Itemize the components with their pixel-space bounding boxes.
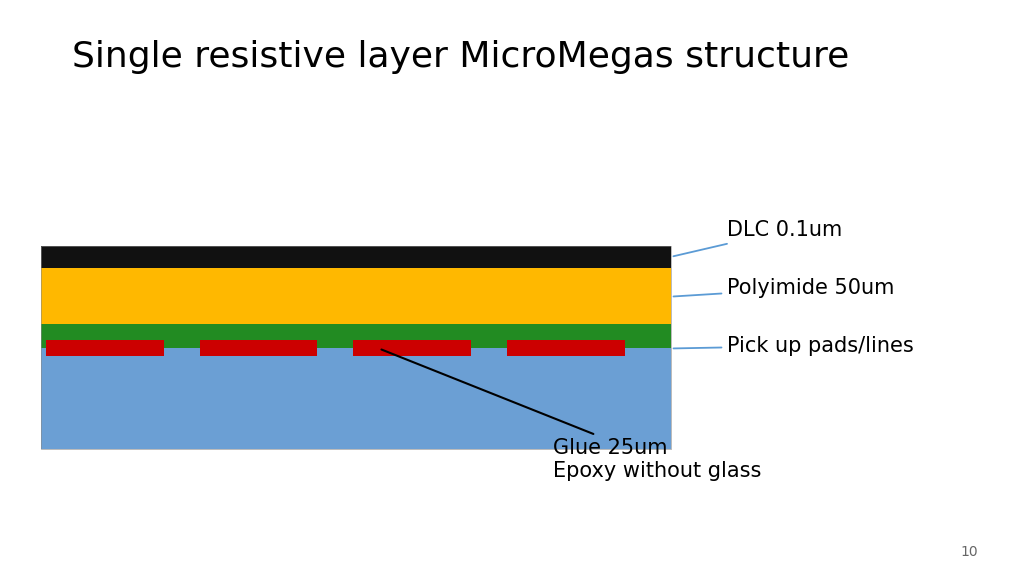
Text: DLC 0.1um: DLC 0.1um [674, 221, 843, 256]
Text: Pick up pads/lines: Pick up pads/lines [674, 336, 913, 355]
Text: Polyimide 50um: Polyimide 50um [674, 278, 894, 298]
Bar [507, 340, 625, 356]
Bar [353, 340, 471, 356]
Bar [41, 324, 671, 348]
Bar [41, 348, 671, 449]
Bar [41, 246, 671, 449]
Text: Glue 25um
Epoxy without glass: Glue 25um Epoxy without glass [382, 350, 761, 481]
Text: 10: 10 [961, 545, 978, 559]
Bar [41, 246, 671, 268]
Bar [41, 268, 671, 325]
Bar [200, 340, 317, 356]
Text: Single resistive layer MicroMegas structure: Single resistive layer MicroMegas struct… [72, 40, 849, 74]
Bar [46, 340, 164, 356]
